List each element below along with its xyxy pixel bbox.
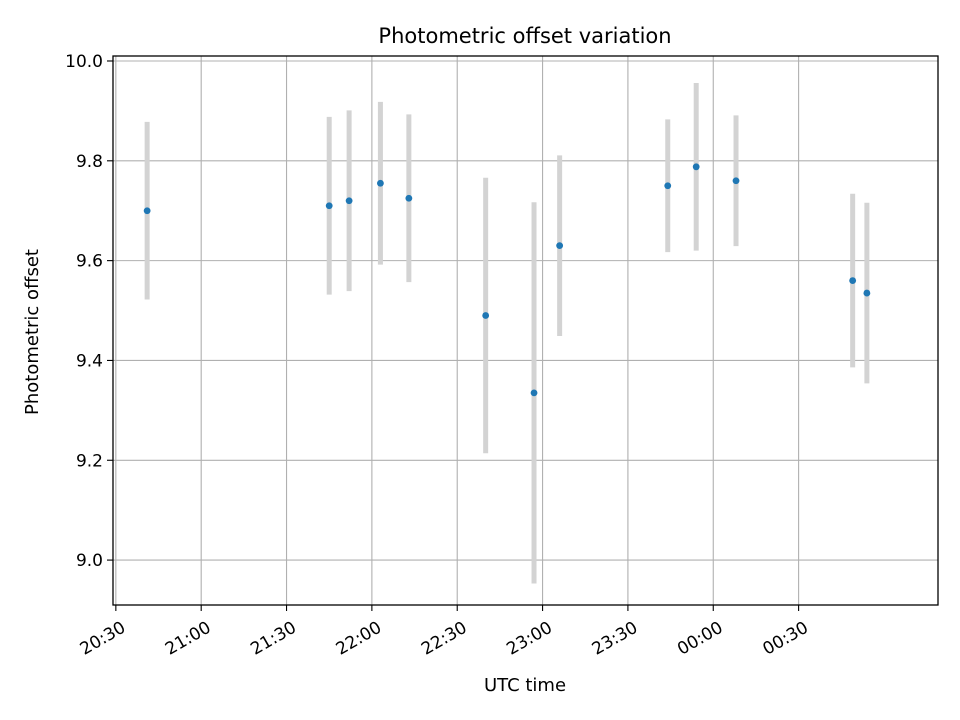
y-tick-label: 9.0: [76, 551, 103, 571]
data-point: [692, 163, 700, 171]
data-points: [143, 163, 871, 397]
y-tick-label: 9.8: [76, 152, 103, 172]
data-point: [530, 389, 538, 397]
data-point: [863, 289, 871, 297]
y-tick-label: 9.4: [76, 351, 103, 371]
data-point: [405, 194, 413, 202]
x-axis-label: UTC time: [484, 675, 566, 696]
data-point: [556, 242, 564, 250]
y-tick-label: 9.6: [76, 252, 103, 272]
data-point: [664, 182, 672, 190]
data-point: [325, 202, 333, 210]
data-point: [143, 207, 151, 215]
plot-frame: [112, 55, 939, 606]
data-point: [482, 312, 490, 319]
y-axis-label: Photometric offset: [22, 249, 43, 415]
y-tick-label: 10.0: [65, 52, 103, 72]
y-axis-ticks: 9.0 9.2 9.4 9.6 9.8 10.0: [65, 52, 113, 571]
data-point: [377, 179, 384, 187]
chart-title: Photometric offset variation: [378, 24, 671, 48]
grid-lines: [113, 56, 938, 605]
data-point: [732, 177, 740, 185]
data-point: [849, 277, 857, 284]
y-tick-label: 9.2: [76, 451, 103, 471]
data-point: [345, 197, 353, 205]
